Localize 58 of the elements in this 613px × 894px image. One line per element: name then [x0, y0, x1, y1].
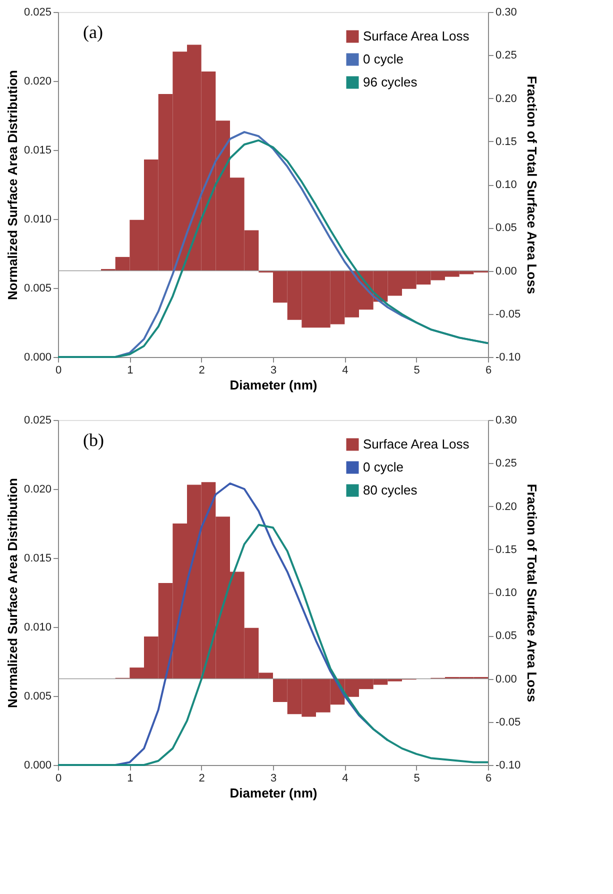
x-tick-label: 4	[342, 772, 348, 784]
x-axis-title: Diameter (nm)	[230, 378, 318, 392]
y2-tick-label: -0.10	[496, 760, 521, 772]
x-tick-label: 1	[127, 364, 134, 376]
y2-tick-label: 0.15	[496, 544, 517, 556]
y2-tick-label: 0.10	[496, 179, 517, 191]
x-tick-label: 2	[198, 364, 205, 376]
legend-label: Surface Area Loss	[363, 436, 470, 452]
x-tick-label: 5	[414, 364, 420, 376]
x-tick-label: 1	[127, 772, 134, 784]
y2-axis-title: Fraction of Total Surface Area Loss	[524, 484, 540, 702]
y-tick-label: 0.000	[24, 352, 52, 364]
y-axis-title: Normalized Surface Area Distribution	[4, 70, 20, 300]
y-tick-label: 0.020	[24, 76, 52, 88]
y2-tick-label: 0.15	[496, 136, 517, 148]
x-tick-label: 4	[342, 364, 348, 376]
y2-tick-label: 0.00	[496, 673, 517, 686]
y-axis-title: Normalized Surface Area Distribution	[4, 478, 20, 708]
legend-label: 0 cycle	[363, 460, 404, 474]
y-tick-label: 0.025	[24, 6, 52, 18]
y-tick-label: 0.015	[24, 552, 52, 564]
y2-tick-label: 0.30	[496, 414, 517, 426]
legend-label: 80 cycles	[363, 482, 418, 498]
y2-tick-label: 0.10	[496, 587, 517, 599]
x-tick-label: 3	[270, 364, 277, 376]
x-tick-label: 2	[198, 772, 205, 784]
x-tick-label: 6	[485, 772, 492, 784]
x-tick-label: 5	[414, 772, 420, 784]
legend-label: Surface Area Loss	[363, 28, 470, 44]
y2-tick-label: -0.10	[496, 352, 521, 364]
y2-tick-label: -0.05	[496, 308, 521, 320]
y2-tick-label: 0.05	[496, 222, 517, 234]
y2-axis-title: Fraction of Total Surface Area Loss	[524, 76, 540, 294]
y2-tick-label: 0.00	[496, 265, 517, 278]
x-axis-title: Diameter (nm)	[230, 786, 318, 800]
y-tick-label: 0.025	[24, 414, 52, 426]
x-tick-label: 3	[270, 772, 277, 784]
y2-tick-label: 0.30	[496, 6, 517, 18]
y-tick-label: 0.010	[24, 622, 52, 634]
legend-label: 96 cycles	[363, 74, 418, 90]
y-tick-label: 0.005	[24, 282, 52, 294]
y2-tick-label: -0.05	[496, 716, 521, 728]
annotation: (b)	[83, 430, 104, 450]
y2-tick-label: 0.20	[496, 500, 517, 513]
annotation: (a)	[83, 22, 103, 42]
y2-tick-label: 0.25	[496, 50, 517, 62]
y-tick-label: 0.000	[24, 760, 52, 772]
x-tick-label: 0	[55, 364, 62, 376]
y2-tick-label: 0.20	[496, 92, 517, 105]
y-tick-label: 0.005	[24, 690, 52, 702]
x-tick-label: 6	[485, 364, 492, 376]
y-tick-label: 0.010	[24, 214, 52, 226]
y-tick-label: 0.015	[24, 144, 52, 156]
x-tick-label: 0	[55, 772, 62, 784]
legend-label: 0 cycle	[363, 52, 404, 66]
y2-tick-label: 0.05	[496, 630, 517, 642]
y2-tick-label: 0.25	[496, 458, 517, 470]
y-tick-label: 0.020	[24, 484, 52, 496]
